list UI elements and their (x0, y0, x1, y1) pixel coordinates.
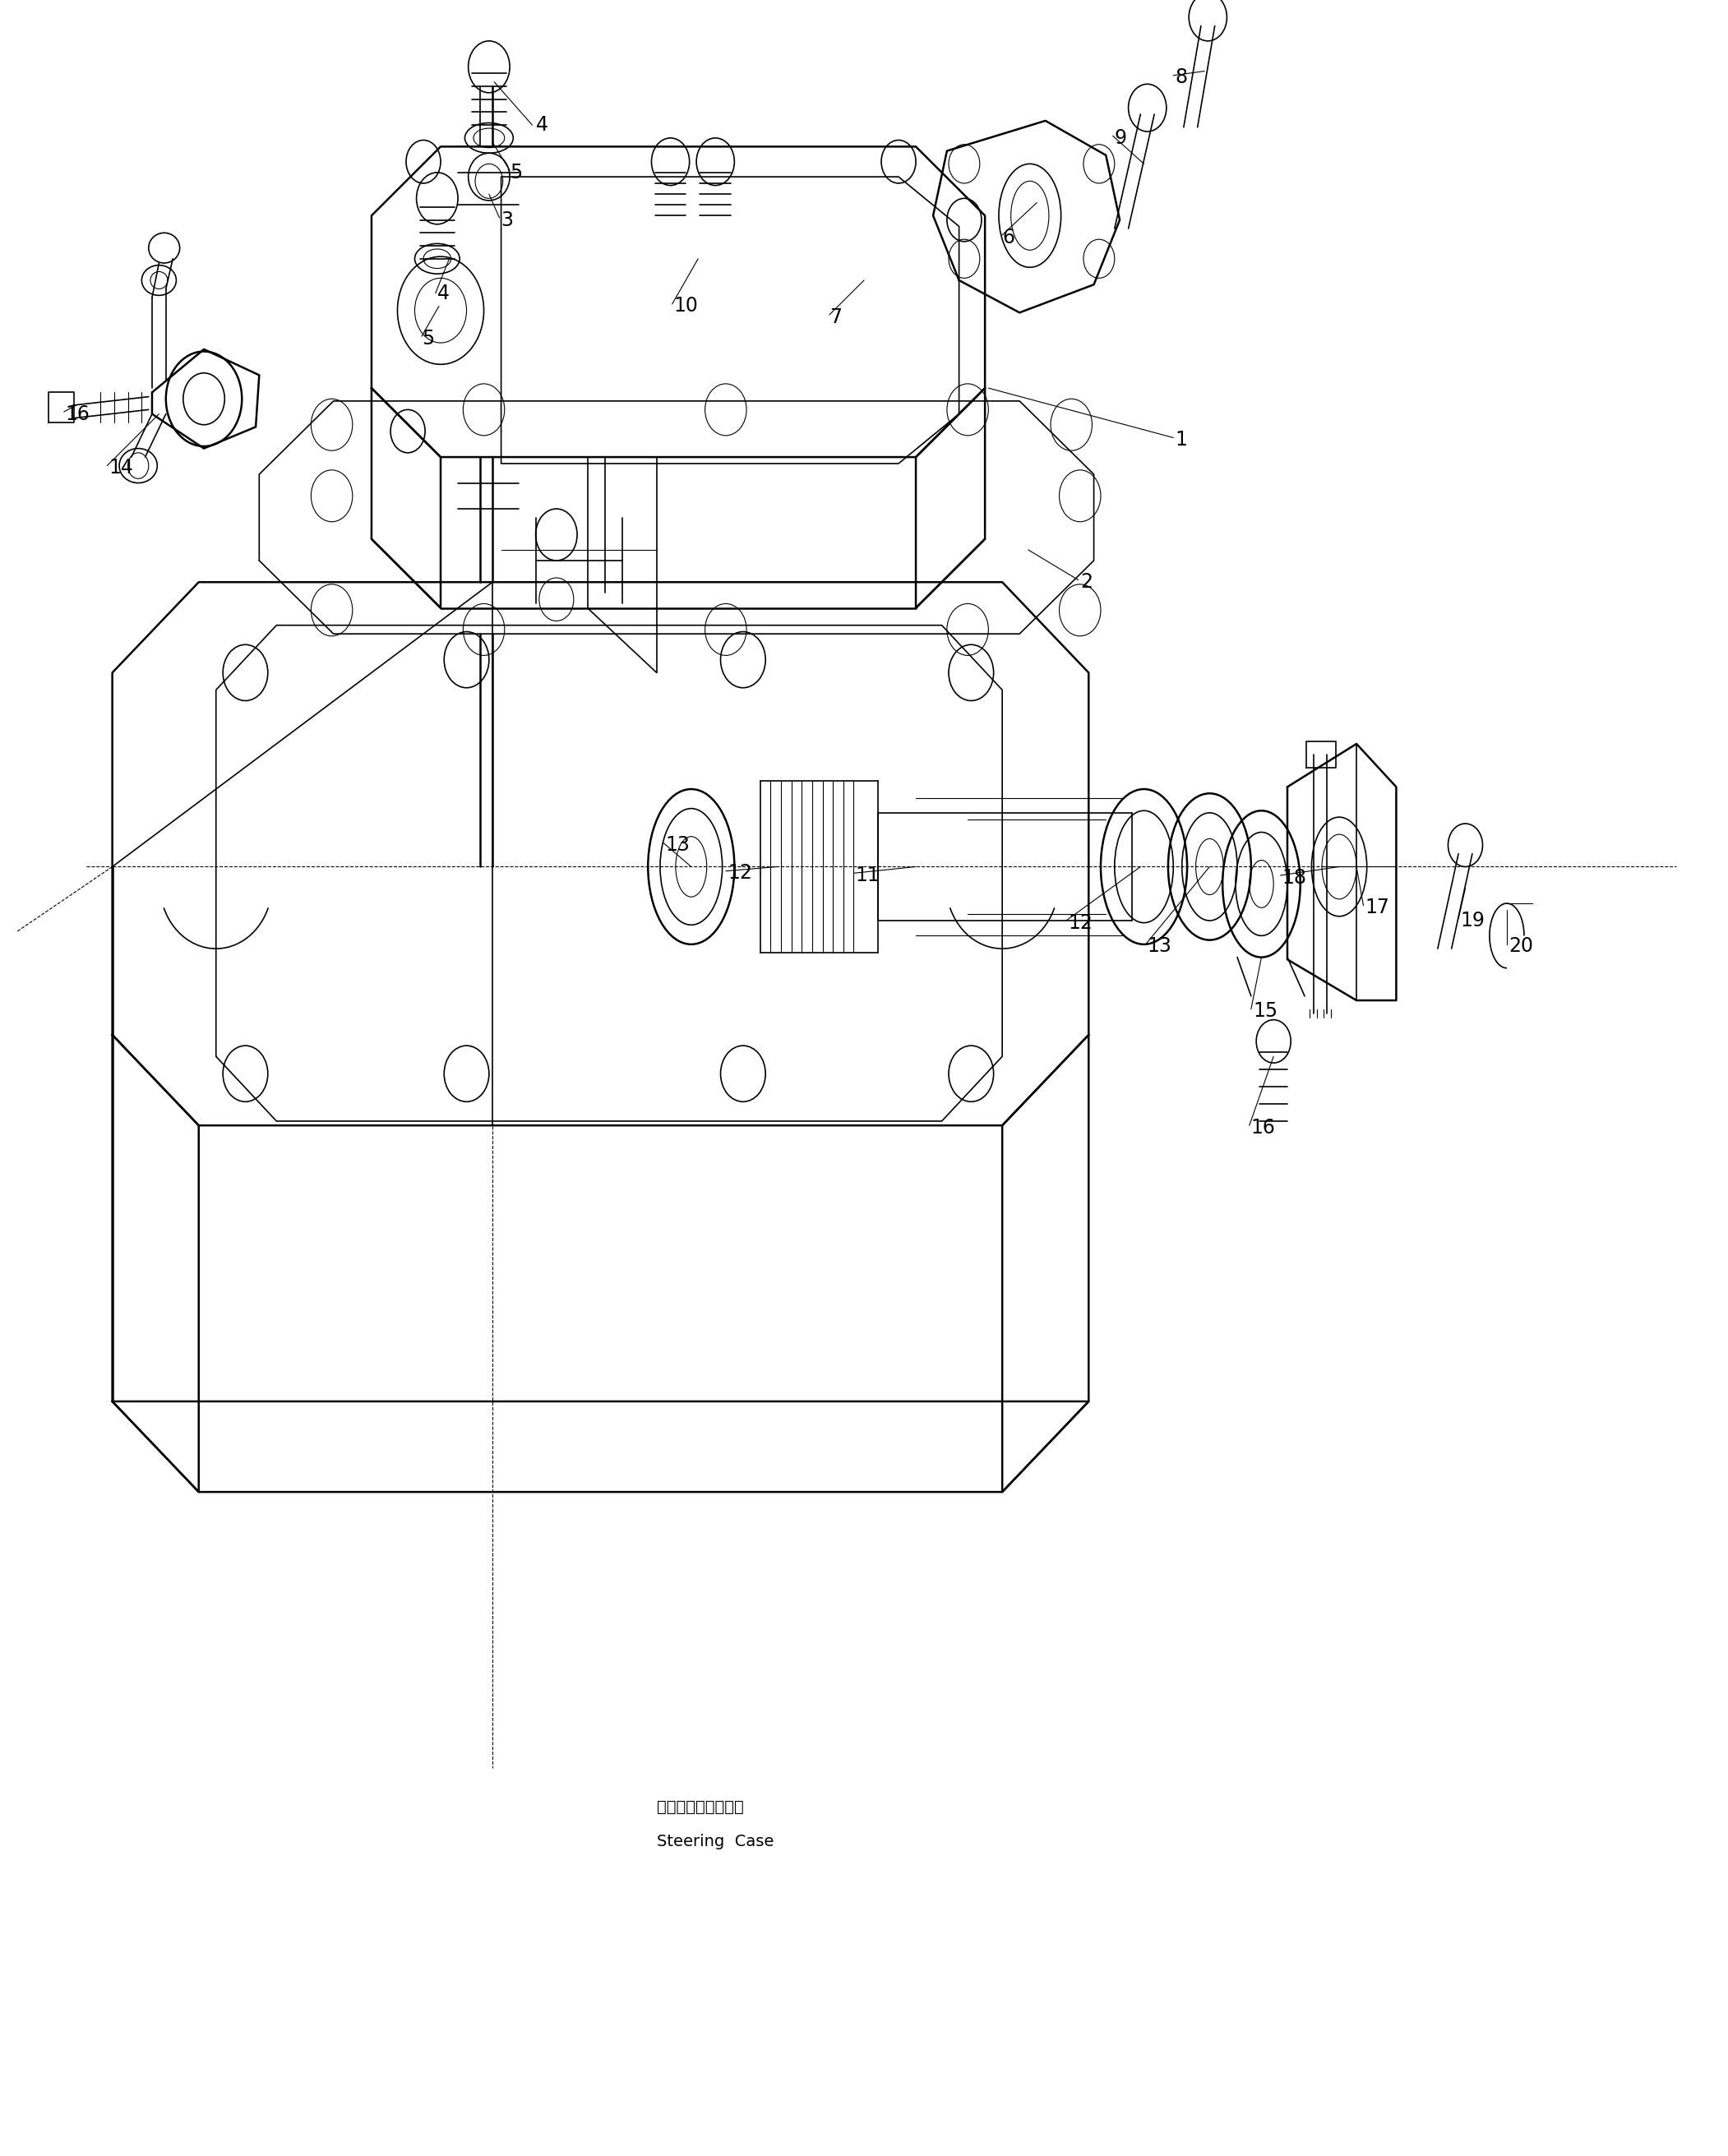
Text: 7: 7 (829, 306, 842, 328)
Text: 16: 16 (1251, 1117, 1275, 1138)
Text: 9: 9 (1115, 127, 1127, 149)
Text: 13: 13 (1147, 936, 1172, 957)
Text: 10: 10 (674, 295, 698, 317)
Text: 12: 12 (1068, 912, 1092, 934)
Text: Steering  Case: Steering Case (657, 1833, 774, 1850)
Text: 6: 6 (1002, 226, 1014, 248)
Text: 8: 8 (1175, 67, 1187, 88)
Text: 20: 20 (1509, 936, 1533, 957)
Text: 2: 2 (1080, 571, 1092, 593)
Text: 5: 5 (422, 328, 434, 349)
Text: 19: 19 (1460, 910, 1484, 931)
Text: 12: 12 (727, 862, 752, 884)
Text: 16: 16 (66, 403, 90, 425)
Text: 3: 3 (501, 209, 513, 231)
Text: 17: 17 (1365, 897, 1389, 918)
Text: 15: 15 (1253, 1000, 1277, 1022)
Text: 14: 14 (109, 457, 133, 479)
Text: 4: 4 (536, 114, 548, 136)
Text: 18: 18 (1282, 867, 1306, 888)
Text: ステアリングケース: ステアリングケース (657, 1798, 743, 1815)
Text: 1: 1 (1175, 429, 1187, 451)
Text: 11: 11 (855, 865, 880, 886)
Text: 5: 5 (510, 162, 522, 183)
Text: 4: 4 (437, 282, 449, 304)
Text: 13: 13 (665, 834, 689, 856)
